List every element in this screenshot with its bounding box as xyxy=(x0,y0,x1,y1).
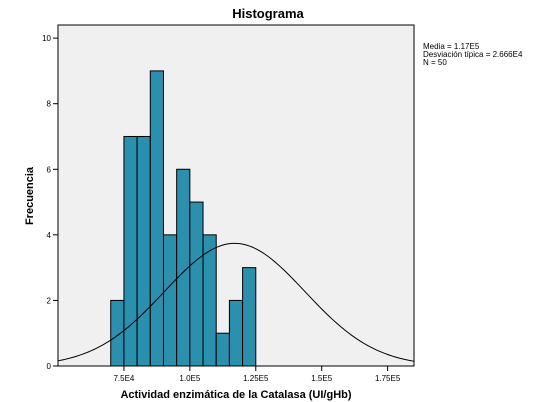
x-tick-label: 1.75E5 xyxy=(375,374,401,383)
y-tick-label: 0 xyxy=(47,362,52,371)
y-tick-label: 10 xyxy=(42,34,51,43)
histogram-bar xyxy=(110,299,125,367)
stats-box: Media = 1.17E5 Desviación típica = 2.666… xyxy=(423,43,522,67)
x-tick-label: 1.5E5 xyxy=(311,374,332,383)
stats-mean: Media = 1.17E5 xyxy=(423,42,480,51)
histogram-bar xyxy=(162,234,178,367)
y-axis-label: Frecuencia xyxy=(24,166,36,225)
x-axis-label: Actividad enzimática de la Catalasa (UI/… xyxy=(120,389,351,401)
bars-group xyxy=(110,70,257,367)
x-tick-label: 1.25E5 xyxy=(243,374,269,383)
histogram-bar xyxy=(149,70,164,367)
normal-curve xyxy=(57,242,415,362)
stats-n: N = 50 xyxy=(423,58,447,67)
y-tick-label: 8 xyxy=(47,100,52,109)
histogram-bar xyxy=(242,267,257,367)
histogram-bar xyxy=(123,135,138,367)
histogram-bar xyxy=(228,299,244,367)
histogram-bar xyxy=(189,201,204,367)
y-tick-label: 4 xyxy=(47,231,52,240)
y-tick-label: 6 xyxy=(47,165,52,174)
x-tick-label: 1.0E5 xyxy=(179,374,200,383)
axes-group: 0 2 4 6 8 10 7.5E4 1.0E5 1.25E5 1.5E5 1.75E5 xyxy=(42,34,401,383)
stats-sd: Desviación típica = 2.666E4 xyxy=(423,50,523,59)
histogram-bar xyxy=(215,332,230,367)
histogram-bar xyxy=(136,135,151,367)
histogram-bar xyxy=(202,234,217,367)
x-tick-label: 7.5E4 xyxy=(113,374,134,383)
chart-title: Histograma xyxy=(232,6,304,21)
y-tick-label: 2 xyxy=(47,296,52,305)
